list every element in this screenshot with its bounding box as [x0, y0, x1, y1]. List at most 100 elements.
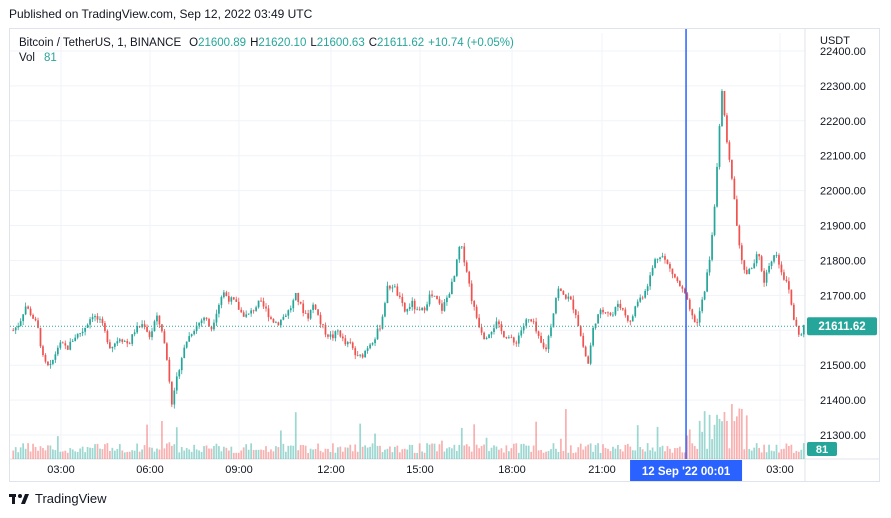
volume-bar [463, 445, 466, 459]
volume-bar [354, 444, 357, 459]
candle-body [768, 265, 770, 273]
candle-body [27, 306, 29, 309]
candle-body [567, 296, 570, 299]
candle-body [265, 306, 267, 309]
candle-body [493, 328, 495, 332]
candle-body [446, 297, 448, 303]
volume-bar [240, 450, 243, 459]
volume-bar [220, 451, 223, 459]
volume-bar [753, 447, 756, 459]
candle-body [760, 256, 763, 271]
volume-bar [153, 451, 156, 459]
volume-bar [691, 443, 694, 459]
candle-body [297, 292, 300, 302]
candle-body [621, 308, 624, 310]
y-tick-label: 21900.00 [820, 221, 866, 233]
volume-bar [455, 450, 458, 459]
volume-bar [371, 443, 374, 459]
candle-body [24, 306, 27, 315]
candle-body [151, 331, 153, 338]
candle-body [210, 326, 213, 330]
candle-body [109, 342, 111, 349]
candle-body [262, 301, 265, 307]
volume-bar [644, 451, 647, 459]
volume-bar [726, 420, 728, 459]
tradingview-watermark[interactable]: TradingView [9, 491, 107, 506]
candle-body [208, 318, 210, 327]
volume-bar [436, 451, 438, 459]
candle-body [624, 309, 627, 316]
candle-body [683, 288, 686, 294]
volume-bar [123, 452, 126, 459]
candle-body [758, 254, 761, 257]
candle-body [790, 289, 793, 305]
volume-bar [498, 449, 500, 459]
candle-body [763, 270, 765, 283]
candle-body [458, 246, 461, 260]
chart-frame[interactable]: 22400.00 22300.00 22200.00 22100.00 22000.00… [9, 28, 880, 482]
candle-body [612, 314, 614, 316]
candle-body [148, 331, 151, 338]
volume-bar [376, 445, 379, 459]
candle-body [163, 331, 166, 344]
volume-bar [701, 431, 704, 459]
crosshair-time-tag [630, 460, 743, 481]
price-chart[interactable]: 22400.00 22300.00 22200.00 22100.00 22000.00… [10, 29, 880, 482]
candle-body [433, 295, 436, 297]
candle-body [237, 301, 240, 310]
volume-bar [706, 448, 708, 459]
candle-body [379, 328, 381, 330]
volume-bar [619, 449, 622, 459]
candle-body [711, 234, 713, 260]
volume-bar [785, 443, 788, 459]
candle-body [716, 166, 718, 207]
volume-bar [280, 430, 282, 459]
volume-bar [337, 447, 339, 459]
volume-bar [272, 451, 275, 459]
candle-body [200, 320, 203, 324]
candle-body [676, 277, 679, 282]
volume-bar [458, 444, 461, 459]
candle-body [34, 318, 37, 321]
volume-bar [183, 450, 186, 459]
candle-body [158, 315, 161, 325]
candle-body [230, 297, 233, 302]
candle-body [416, 309, 419, 311]
volume-bar [341, 451, 344, 459]
volume-bar [146, 424, 148, 459]
volume-bar [555, 448, 557, 459]
volume-bar [607, 448, 609, 459]
candle-body [74, 337, 77, 341]
volume-bar [396, 445, 399, 459]
legend-symbol[interactable]: Bitcoin / TetherUS, 1, BINANCE [19, 37, 182, 49]
volume-bar [584, 446, 587, 459]
volume-bar [592, 451, 594, 459]
candle-body [156, 315, 158, 322]
volume-bar [245, 444, 248, 459]
candle-body [797, 325, 800, 335]
candle-body [17, 325, 20, 328]
volume-bar [307, 452, 310, 459]
candle-body [515, 342, 518, 344]
candle-body [344, 338, 347, 345]
candle-body [532, 321, 535, 323]
candle-body [629, 320, 632, 322]
candle-body [572, 299, 575, 310]
volume-bar [703, 411, 706, 459]
y-tick-label: 21400.00 [820, 395, 866, 407]
candle-body [178, 370, 181, 377]
candle-body [671, 268, 674, 275]
volume-bar [780, 449, 783, 459]
volume-bar [582, 449, 585, 459]
volume-bar [223, 446, 225, 459]
candle-body [44, 355, 47, 362]
candle-body [272, 318, 275, 323]
volume-bar [161, 421, 163, 459]
y-tick-label: 21300.00 [820, 430, 866, 442]
volume-bar [646, 443, 649, 459]
volume-bar [398, 452, 401, 459]
candle-body [76, 333, 79, 338]
candle-body [175, 376, 178, 391]
volume-bar [636, 425, 639, 459]
candle-body [354, 348, 357, 356]
